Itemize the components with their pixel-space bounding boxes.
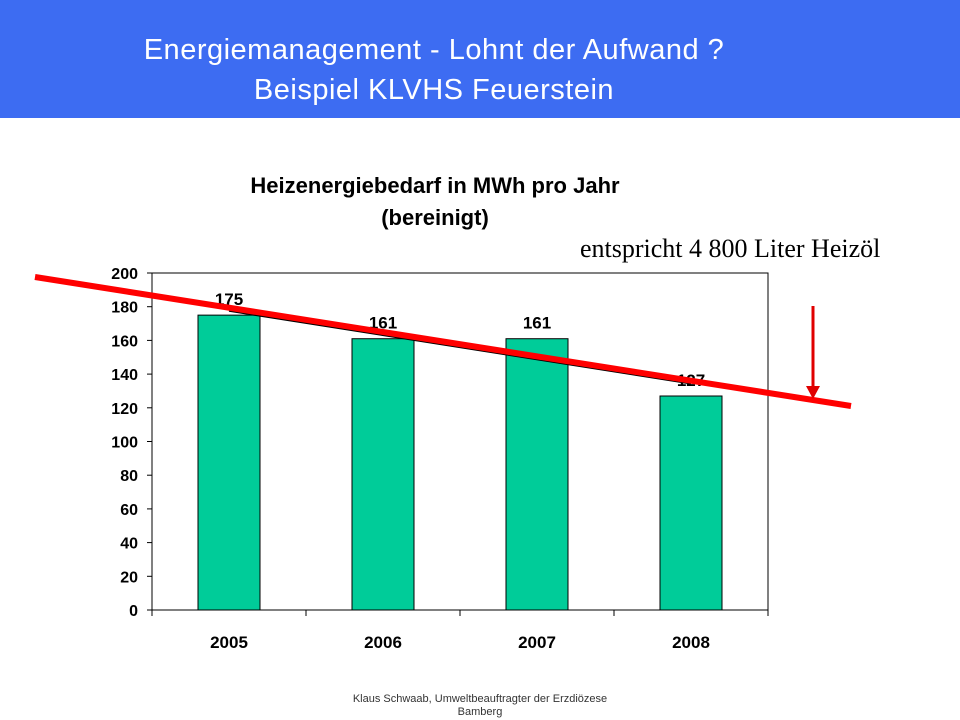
red-trend-overlay (34, 274, 852, 409)
y-tick-label: 160 (111, 333, 138, 350)
y-tick-label: 100 (111, 435, 138, 452)
chart-title-line-2: (bereinigt) (381, 205, 489, 230)
arrow-down-icon (806, 386, 820, 399)
x-category-label: 2005 (210, 633, 248, 652)
chart-title: Heizenergiebedarf in MWh pro Jahr (berei… (150, 170, 720, 234)
y-tick-label: 80 (120, 468, 138, 485)
footer-line-1: Klaus Schwaab, Umweltbeauftragter der Er… (352, 693, 608, 705)
bar-2005 (197, 314, 261, 611)
y-tick-label: 20 (120, 569, 138, 586)
bar-2007 (505, 338, 569, 611)
y-tick-label: 60 (120, 502, 138, 519)
y-tick-label: 120 (111, 401, 138, 418)
y-tick-label: 0 (129, 603, 138, 620)
x-category-label: 2006 (364, 633, 402, 652)
y-tick-label: 140 (111, 367, 138, 384)
y-tick-label: 180 (111, 300, 138, 317)
data-label-2007: 161 (523, 314, 551, 333)
bar-2006 (351, 338, 415, 611)
y-tick-label: 40 (120, 536, 138, 553)
footer-line-2: Bamberg (457, 706, 503, 718)
header-banner: Energiemanagement - Lohnt der Aufwand ? … (0, 0, 960, 118)
x-category-label: 2007 (518, 633, 556, 652)
savings-annotation: entspricht 4 800 Liter Heizöl (580, 234, 881, 263)
slide-subtitle: Beispiel KLVHS Feuerstein (253, 74, 615, 106)
x-category-label: 2008 (672, 633, 710, 652)
footer-credit: Klaus Schwaab, Umweltbeauftragter der Er… (300, 693, 660, 719)
bar-2008 (659, 395, 723, 611)
chart-title-line-1: Heizenergiebedarf in MWh pro Jahr (250, 173, 620, 198)
y-tick-label: 200 (111, 266, 138, 283)
slide-title: Energiemanagement - Lohnt der Aufwand ? (143, 34, 725, 66)
